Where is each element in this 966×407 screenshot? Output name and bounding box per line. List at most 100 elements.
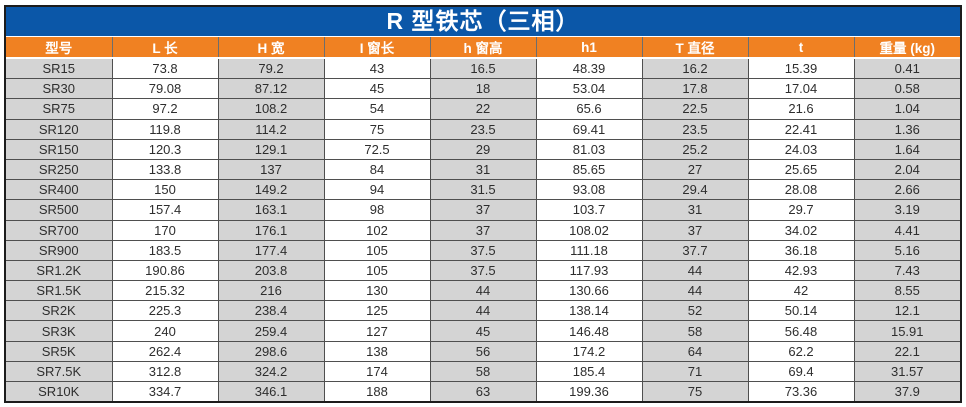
value-cell: 15.91 (853, 320, 960, 342)
value-cell: 259.4 (217, 320, 325, 342)
table-row: SR10K 334.7 346.1 188 63 199.36 75 73.36 37.9 (6, 381, 960, 402)
value-cell: 48.39 (535, 57, 643, 80)
value-cell: 22.1 (853, 340, 960, 362)
value-cell: 215.32 (111, 280, 219, 302)
value-cell: 312.8 (111, 360, 219, 383)
table-row: SR1.5K 215.32 216 130 44 130.66 44 42 8.55 (6, 280, 960, 302)
model-cell: SR500 (6, 199, 113, 221)
table-row: SR30 79.08 87.12 45 18 53.04 17.8 17.04 0.58 (6, 78, 960, 100)
value-cell: 31.5 (429, 179, 537, 201)
value-cell: 37.7 (641, 239, 749, 261)
value-cell: 4.41 (853, 219, 960, 241)
value-cell: 190.86 (111, 259, 219, 282)
value-cell: 119.8 (111, 118, 219, 140)
value-cell: 22.41 (747, 118, 855, 140)
value-cell: 130.66 (535, 280, 643, 302)
table-row: SR2K 225.3 238.4 125 44 138.14 52 50.14 12.1 (6, 300, 960, 322)
value-cell: 27 (641, 158, 749, 181)
model-cell: SR3K (6, 320, 113, 342)
model-cell: SR1.5K (6, 280, 113, 302)
value-cell: 149.2 (217, 179, 325, 201)
value-cell: 42.93 (747, 259, 855, 282)
value-cell: 42 (747, 280, 855, 302)
table-title: R 型铁芯（三相） (6, 7, 960, 37)
value-cell: 8.55 (853, 280, 960, 302)
value-cell: 138 (323, 340, 431, 362)
table-row: SR3K 240 259.4 127 45 146.48 58 56.48 15.91 (6, 320, 960, 342)
model-cell: SR700 (6, 219, 113, 241)
value-cell: 216 (217, 280, 325, 302)
value-cell: 185.4 (535, 360, 643, 383)
value-cell: 37.5 (429, 239, 537, 261)
value-cell: 7.43 (853, 259, 960, 282)
value-cell: 17.8 (641, 78, 749, 100)
value-cell: 43 (323, 57, 431, 80)
value-cell: 69.4 (747, 360, 855, 383)
column-header-0: 型号 (6, 37, 112, 59)
column-header-2: H 宽 (217, 37, 324, 59)
table-row: SR150 120.3 129.1 72.5 29 81.03 25.2 24.03 1.64 (6, 138, 960, 160)
value-cell: 174.2 (535, 340, 643, 362)
value-cell: 22 (429, 98, 537, 120)
value-cell: 1.36 (853, 118, 960, 140)
value-cell: 37 (429, 219, 537, 241)
value-cell: 188 (323, 381, 431, 402)
value-cell: 15.39 (747, 57, 855, 80)
value-cell: 63 (429, 381, 537, 402)
column-header-1: L 长 (111, 37, 218, 59)
value-cell: 138.14 (535, 300, 643, 322)
value-cell: 170 (111, 219, 219, 241)
table-row: SR15 73.8 79.2 43 16.5 48.39 16.2 15.39 0.41 (6, 57, 960, 80)
table-row: SR500 157.4 163.1 98 37 103.7 31 29.7 3.19 (6, 199, 960, 221)
value-cell: 105 (323, 239, 431, 261)
value-cell: 29.7 (747, 199, 855, 221)
value-cell: 157.4 (111, 199, 219, 221)
value-cell: 23.5 (641, 118, 749, 140)
model-cell: SR30 (6, 78, 113, 100)
value-cell: 21.6 (747, 98, 855, 120)
table-row: SR7.5K 312.8 324.2 174 58 185.4 71 69.4 31.57 (6, 360, 960, 383)
value-cell: 225.3 (111, 300, 219, 322)
value-cell: 1.64 (853, 138, 960, 160)
value-cell: 25.2 (641, 138, 749, 160)
value-cell: 84 (323, 158, 431, 181)
value-cell: 50.14 (747, 300, 855, 322)
model-cell: SR5K (6, 340, 113, 362)
value-cell: 37 (429, 199, 537, 221)
value-cell: 12.1 (853, 300, 960, 322)
value-cell: 3.19 (853, 199, 960, 221)
value-cell: 71 (641, 360, 749, 383)
value-cell: 120.3 (111, 138, 219, 160)
value-cell: 44 (641, 280, 749, 302)
value-cell: 23.5 (429, 118, 537, 140)
value-cell: 129.1 (217, 138, 325, 160)
value-cell: 324.2 (217, 360, 325, 383)
value-cell: 199.36 (535, 381, 643, 402)
value-cell: 31.57 (853, 360, 960, 383)
value-cell: 31 (641, 199, 749, 221)
value-cell: 150 (111, 179, 219, 201)
value-cell: 174 (323, 360, 431, 383)
value-cell: 28.08 (747, 179, 855, 201)
table-row: SR5K 262.4 298.6 138 56 174.2 64 62.2 22.1 (6, 340, 960, 362)
value-cell: 97.2 (111, 98, 219, 120)
value-cell: 56.48 (747, 320, 855, 342)
value-cell: 79.08 (111, 78, 219, 100)
value-cell: 5.16 (853, 239, 960, 261)
model-cell: SR75 (6, 98, 113, 120)
model-cell: SR900 (6, 239, 113, 261)
column-header-5: h1 (535, 37, 642, 59)
table-row: SR900 183.5 177.4 105 37.5 111.18 37.7 36.18 5.1… (6, 239, 960, 261)
value-cell: 298.6 (217, 340, 325, 362)
value-cell: 16.2 (641, 57, 749, 80)
table-row: SR400 150 149.2 94 31.5 93.08 29.4 28.08 2.66 (6, 179, 960, 201)
value-cell: 24.03 (747, 138, 855, 160)
value-cell: 98 (323, 199, 431, 221)
value-cell: 75 (323, 118, 431, 140)
value-cell: 203.8 (217, 259, 325, 282)
table-row: SR75 97.2 108.2 54 22 65.6 22.5 21.6 1.04 (6, 98, 960, 120)
value-cell: 146.48 (535, 320, 643, 342)
value-cell: 111.18 (535, 239, 643, 261)
